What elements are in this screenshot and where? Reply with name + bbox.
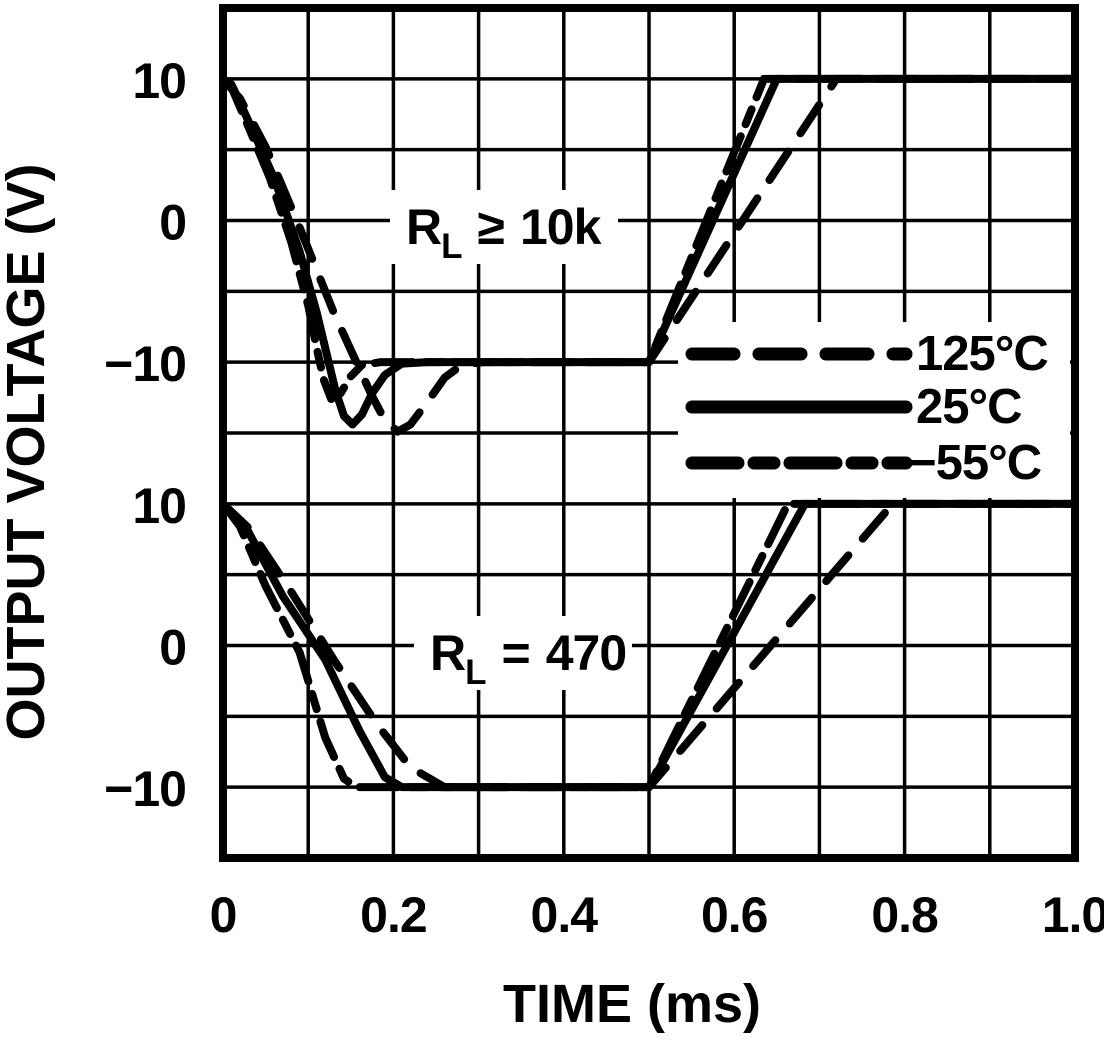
annotation-rl-10k: RL ≥10k	[406, 199, 602, 266]
legend-label-minus55c: −55°C	[908, 436, 1042, 490]
curve-125C-panel2	[219, 499, 1079, 792]
y-tick-label: −10	[104, 336, 186, 392]
y-tick-label: 0	[159, 195, 186, 251]
x-tick-label: 0	[210, 887, 237, 943]
annotation-rl-470: RL = 470	[430, 625, 626, 692]
legend-sample-lines	[685, 347, 913, 470]
curve-25C-panel2	[219, 499, 1079, 792]
legend: 125°C 25°C −55°C	[685, 327, 1049, 490]
curves	[219, 74, 1079, 792]
legend-label-125c: 125°C	[916, 327, 1048, 381]
y-tick-label: −10	[104, 761, 186, 817]
x-tick-label: 0.2	[360, 887, 427, 943]
y-axis-title: OUTPUT VOLTAGE (V)	[0, 164, 56, 741]
x-tick-label: 0.4	[531, 887, 599, 943]
curve-25C-panel1	[219, 74, 1079, 429]
y-tick-label: 10	[132, 478, 186, 534]
x-tick-label: 0.8	[871, 887, 938, 943]
x-tick-label: 1.0	[1042, 887, 1104, 943]
x-tick-label: 0.6	[701, 887, 768, 943]
x-axis-title: TIME (ms)	[503, 974, 761, 1034]
y-tick-label: 10	[132, 53, 186, 109]
annotation-patch-lower	[414, 616, 632, 690]
curve-55C-panel2	[219, 499, 1079, 792]
panel-annotations: RL ≥10k RL = 470	[406, 199, 627, 692]
legend-label-25c: 25°C	[916, 380, 1022, 434]
annotation-patch-upper	[390, 190, 618, 264]
tick-labels: 0 0.2 0.4 0.6 0.8 1.0 10 0 −10 10 0 −10	[104, 53, 1104, 943]
y-tick-label: 0	[159, 620, 186, 676]
plot-border	[219, 4, 1079, 862]
